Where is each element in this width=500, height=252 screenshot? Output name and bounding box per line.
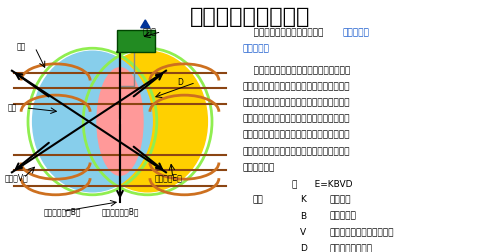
- Text: ：      E=KBVD: ： E=KBVD: [292, 179, 353, 188]
- Text: 电压（V）: 电压（V）: [5, 174, 29, 183]
- Text: 磁感应强度（B）: 磁感应强度（B）: [44, 207, 82, 216]
- Text: D: D: [178, 78, 184, 87]
- Text: B: B: [300, 212, 306, 221]
- Text: 电磁流量计原理介绍: 电磁流量计原理介绍: [190, 7, 310, 27]
- Text: D: D: [300, 244, 307, 252]
- Text: 艺参数方程为: 艺参数方程为: [242, 163, 275, 172]
- Ellipse shape: [97, 68, 143, 175]
- Text: 电动势（E）: 电动势（E）: [154, 174, 182, 183]
- Text: 转换器: 转换器: [143, 27, 157, 36]
- Text: 上下两端的两个电磁线圈产生恒定或交变: 上下两端的两个电磁线圈产生恒定或交变: [242, 66, 351, 75]
- Ellipse shape: [32, 51, 152, 192]
- Text: 测量管道截面内的平均流速: 测量管道截面内的平均流速: [330, 228, 394, 237]
- Text: 磁场，当导电介质流过电磁流量计时，流量计: 磁场，当导电介质流过电磁流量计时，流量计: [242, 82, 350, 91]
- Text: 磁感应强度（B）: 磁感应强度（B）: [101, 207, 139, 216]
- Text: 感应定律。: 感应定律。: [242, 45, 270, 54]
- Ellipse shape: [88, 51, 208, 192]
- Text: 电动势与导电介质流速、磁场的磁感应强度、: 电动势与导电介质流速、磁场的磁感应强度、: [242, 114, 350, 123]
- Text: 测量管道截面的内: 测量管道截面的内: [330, 244, 373, 252]
- Text: 电磁流量计的测量原理是基于: 电磁流量计的测量原理是基于: [242, 28, 324, 38]
- Text: 线圈: 线圈: [16, 43, 26, 52]
- Text: 仪表常数: 仪表常数: [330, 196, 351, 204]
- Text: 电极: 电极: [8, 103, 16, 112]
- Text: 法拉第电磁: 法拉第电磁: [343, 28, 369, 38]
- Text: V: V: [300, 228, 306, 237]
- Text: 管壁上的电极可检测到感应电动势，这个感应: 管壁上的电极可检测到感应电动势，这个感应: [242, 98, 350, 107]
- Text: 导体宽度（流量计测量管内径）成正比，通过: 导体宽度（流量计测量管内径）成正比，通过: [242, 131, 350, 140]
- FancyBboxPatch shape: [118, 30, 154, 52]
- Polygon shape: [140, 20, 150, 28]
- Text: 智能表头运算即可得到介质流量感应电动势工: 智能表头运算即可得到介质流量感应电动势工: [242, 147, 350, 156]
- Text: 式中: 式中: [252, 196, 263, 204]
- Text: 磁感应强度: 磁感应强度: [330, 212, 357, 221]
- Text: K: K: [300, 196, 306, 204]
